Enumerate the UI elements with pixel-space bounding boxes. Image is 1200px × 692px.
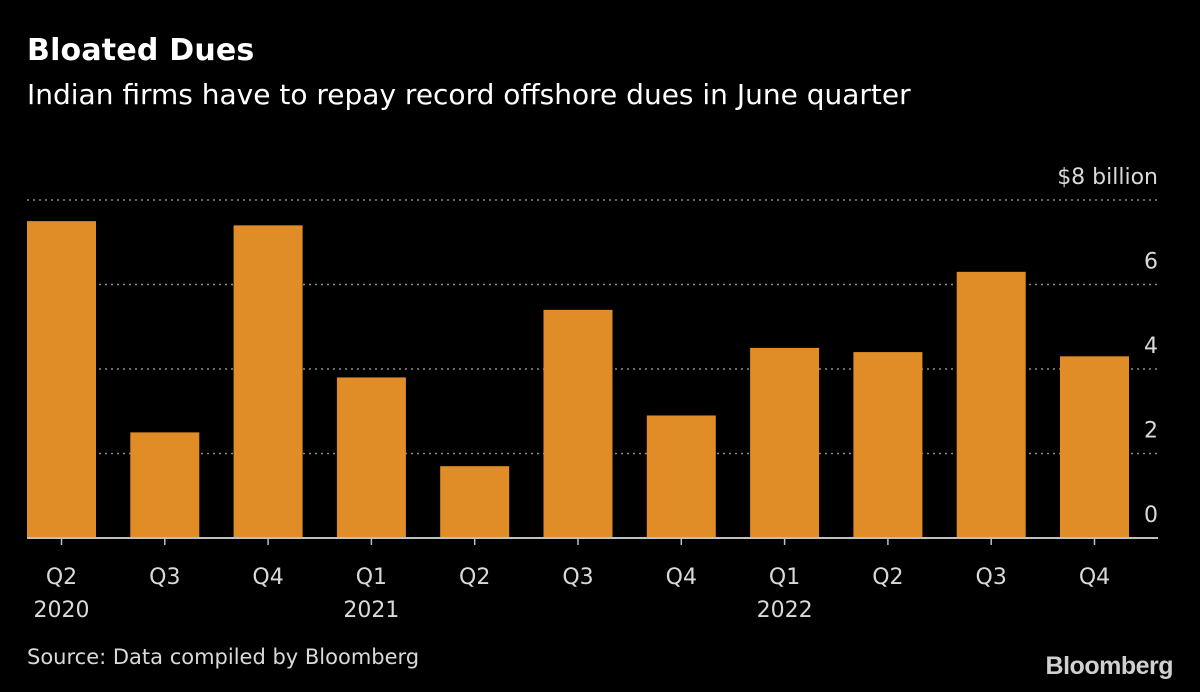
x-tick-label-2: Q4	[252, 565, 283, 590]
bar-0	[27, 221, 96, 538]
bar-10	[1060, 356, 1129, 538]
y-tick-label-8: $8 billion	[1057, 165, 1158, 190]
bars	[27, 221, 1129, 538]
x-tick-label-7: Q1	[769, 565, 800, 590]
chart-subtitle: Indian firms have to repay record offsho…	[27, 78, 911, 111]
y-tick-label-6: 6	[1144, 250, 1158, 275]
x-year-label-7: 2022	[757, 598, 813, 623]
x-tick-label-10: Q4	[1079, 565, 1110, 590]
bar-4	[440, 466, 510, 538]
y-tick-label-4: 4	[1144, 334, 1158, 359]
y-tick-label-2: 2	[1144, 419, 1158, 444]
x-tick-label-0: Q2	[46, 565, 77, 590]
bloomberg-logo: Bloomberg	[1045, 652, 1174, 680]
bar-1	[130, 432, 200, 538]
chart-title: Bloated Dues	[27, 33, 255, 68]
bar-9	[956, 271, 1026, 538]
bar-5	[543, 309, 613, 538]
x-tick-label-8: Q2	[872, 565, 903, 590]
bar-8	[853, 352, 923, 538]
axes: 0 2 4 6 $8 billion Q2 2020 Q3 Q4 Q1 2021 Q2 Q3 Q4 Q1 20…	[27, 165, 1158, 623]
bar-2	[233, 225, 303, 538]
x-tick-label-4: Q2	[459, 565, 490, 590]
x-year-label-3: 2021	[343, 598, 399, 623]
x-tick-label-1: Q3	[149, 565, 180, 590]
bar-7	[750, 347, 820, 538]
bar-6	[646, 415, 716, 538]
y-tick-label-0: 0	[1144, 503, 1158, 528]
source-note: Source: Data compiled by Bloomberg	[27, 645, 420, 669]
x-tick-label-9: Q3	[976, 565, 1007, 590]
x-tick-label-3: Q1	[356, 565, 387, 590]
x-year-label-0: 2020	[34, 598, 90, 623]
x-tick-label-6: Q4	[666, 565, 697, 590]
x-tick-label-5: Q3	[562, 565, 593, 590]
bar-3	[336, 377, 406, 538]
